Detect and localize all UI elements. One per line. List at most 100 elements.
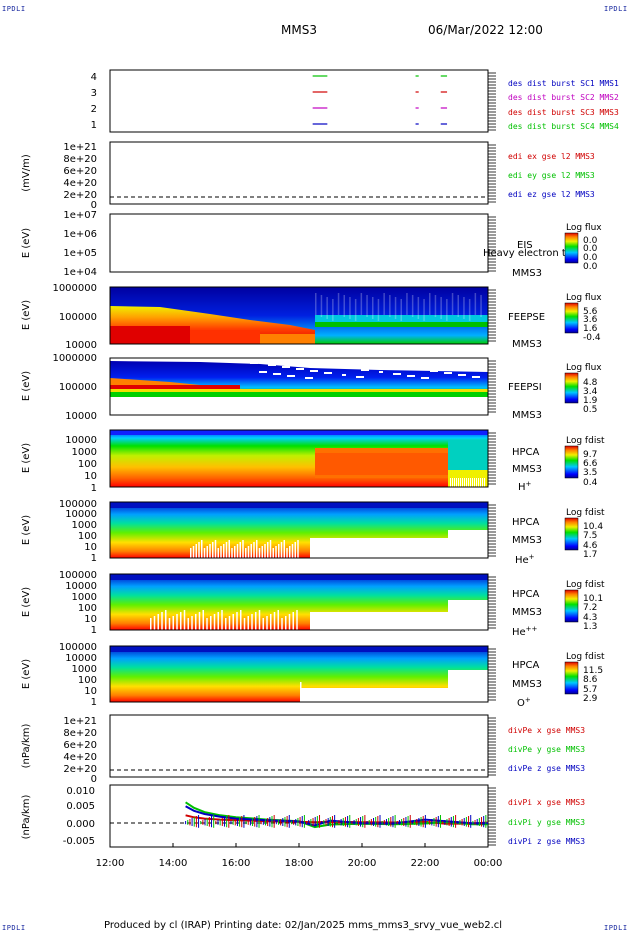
feepsi-speckle [425, 377, 429, 379]
p7-species: He+ [515, 553, 535, 566]
p6-tick-2: 100 [78, 459, 97, 470]
panel-hpca-o: 100000 10000 1000 100 10 1 E (eV) HPCA M… [21, 642, 605, 709]
p3-inst: EIS [517, 240, 533, 251]
feepsi-speckle [268, 364, 272, 366]
feepsi-speckle [287, 375, 291, 377]
p3-cb-2: 0.0 [583, 253, 598, 263]
panel-edi: 1e+21 8e+20 6e+20 4e+20 2e+20 0 (mV/m) e… [21, 141, 595, 211]
feepsi-speckle [361, 369, 365, 371]
p6-species: H+ [518, 480, 532, 493]
x-tick-label: 12:00 [96, 858, 125, 869]
right-axis-ticks [488, 72, 496, 846]
p11-tick-3: -0.005 [63, 836, 95, 847]
hpca-gap [468, 478, 469, 487]
p11-label-z: divPi z gse MMS3 [508, 837, 585, 846]
feepse-streak [400, 299, 402, 321]
hpca-gap [239, 542, 241, 558]
feepse-streak [468, 299, 471, 321]
feepsi-speckle [286, 366, 290, 368]
p9-species-sup: + [525, 696, 531, 704]
p9-tick-2: 1000 [72, 664, 97, 675]
p7-inst: HPCA [512, 517, 540, 528]
hpca-gap [297, 540, 299, 558]
p8-ylabel: E (eV) [21, 587, 32, 617]
feepsi-speckle [305, 377, 309, 379]
p9-tick-0: 100000 [59, 642, 97, 653]
feepsi-speckle [434, 370, 438, 372]
hpca-gap [161, 612, 163, 630]
p7-ylabel: E (eV) [21, 515, 32, 545]
p7-tick-5: 1 [91, 553, 97, 564]
feepsi-speckle [448, 372, 452, 374]
feepsi-speckle [272, 364, 276, 366]
p1-label-1: des dist burst SC1 MMS1 [508, 79, 619, 88]
p6-colorbar [564, 445, 579, 479]
feepse-streak [463, 297, 465, 319]
hpca-gap [261, 546, 263, 558]
hpca-gap [153, 616, 156, 630]
feepse-streak [320, 295, 323, 317]
hpca-gap [275, 546, 277, 558]
p8-tick-2: 1000 [72, 592, 97, 603]
p2-tick-3: 4e+20 [63, 178, 97, 189]
hpca-gap [190, 548, 192, 558]
p1-tick-1: 1 [91, 120, 97, 131]
p8-cb-1: 7.2 [583, 603, 597, 613]
p2-label-z: edi ez gse l2 MMS3 [508, 190, 595, 199]
hpca-gap [273, 612, 276, 630]
p8-species-sup: ++ [526, 625, 538, 633]
p9-sub: MMS3 [512, 679, 542, 690]
feepse-streak [389, 295, 391, 317]
hpca-gap [296, 610, 298, 630]
feepse-streak [440, 297, 442, 319]
p7-species-sup: + [529, 553, 535, 561]
hpca-gap [232, 614, 234, 630]
feepsi-speckle [360, 376, 364, 378]
feepsi-speckle [485, 369, 489, 371]
p9-ylabel: E (eV) [21, 659, 32, 689]
feepsi-speckle [370, 362, 374, 364]
p2-tick-5: 0 [91, 200, 97, 211]
hpca-gap [247, 616, 249, 630]
hpca-gap [220, 546, 222, 558]
p5-sub: MMS3 [512, 410, 542, 421]
hpca-gap [223, 544, 225, 558]
hpca-gap [262, 618, 264, 630]
p4-colorbar [564, 302, 579, 334]
hpca-gap [195, 544, 197, 558]
feepsi-speckle [324, 372, 328, 374]
feepsi-speckle [407, 375, 411, 377]
p4-cb-2: 1.6 [583, 324, 598, 334]
p9-cb-2: 5.7 [583, 685, 597, 695]
feepsi-speckle [416, 368, 420, 370]
p4-cb-3: -0.4 [583, 333, 601, 343]
p6-tick-0: 10000 [65, 435, 97, 446]
p6-tick-3: 10 [84, 471, 97, 482]
feepsi-speckle [481, 369, 485, 371]
p3-ylabel: E (eV) [21, 228, 32, 258]
hpca-gap [221, 610, 223, 630]
p5-ylabel: E (eV) [21, 371, 32, 401]
hpca-gap [267, 542, 269, 558]
hpca-gap [198, 542, 200, 558]
feepse-streak [360, 293, 363, 315]
hpca-gap [243, 618, 246, 630]
p7-cb-3: 1.7 [583, 550, 597, 560]
hpca-gap [247, 546, 250, 558]
hpca-gap [294, 542, 296, 558]
p3-colorbar [564, 232, 579, 264]
p6-cb-1: 6.6 [583, 459, 598, 469]
p5-tick-2: 10000 [65, 411, 97, 422]
hpca-gap [286, 548, 288, 558]
hpca-gap [480, 478, 481, 487]
hpca-gap [484, 478, 485, 487]
p11-tick-1: 0.005 [66, 801, 95, 812]
p5-tick-1: 100000 [59, 382, 97, 393]
p3-cb-title: Log flux [566, 223, 602, 233]
feepsi-speckle [342, 374, 346, 376]
hpca-gap [206, 618, 208, 630]
feepsi-speckle [263, 371, 267, 373]
panel-hpca-he2: 100000 10000 1000 100 10 1 E (eV) HPCA M… [21, 570, 605, 638]
p7-colorbar [564, 517, 579, 551]
p8-colorbar [564, 589, 579, 623]
